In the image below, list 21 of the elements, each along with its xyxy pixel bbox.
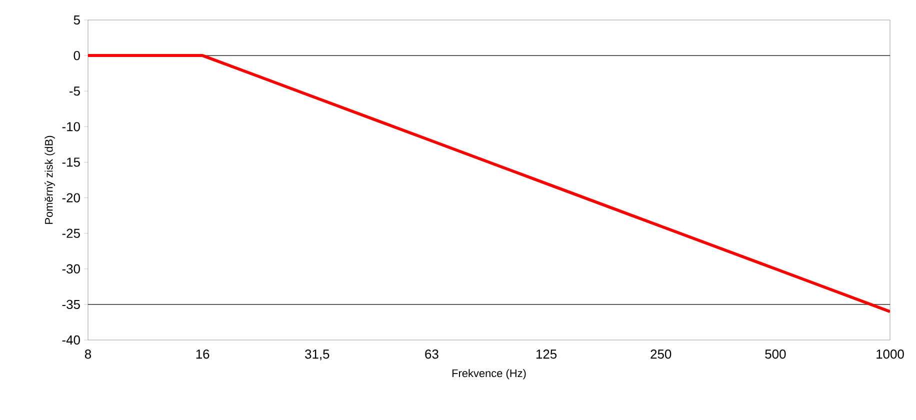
x-tick-label: 8: [84, 350, 92, 359]
y-tick-label: -25: [62, 228, 80, 238]
y-tick-label: -30: [62, 264, 80, 274]
x-tick-label: 125: [536, 350, 557, 359]
y-tick-label: -20: [62, 193, 80, 202]
x-tick-label: 31,5: [305, 350, 330, 360]
x-axis-title: Frekvence (Hz): [452, 369, 526, 380]
y-tick-label: -15: [62, 158, 80, 167]
y-tick-label: -10: [62, 122, 80, 132]
x-tick-label: 63: [425, 350, 438, 359]
y-tick-label: -5: [70, 86, 80, 96]
line-series: [88, 54, 890, 314]
y-axis-title: Poměrný zisk (dB): [44, 136, 55, 224]
y-tick-label: -35: [62, 300, 80, 310]
x-tick-label: 1000: [876, 350, 904, 359]
y-tick-label: 0: [74, 50, 80, 60]
x-tick-label: 16: [196, 350, 210, 359]
y-tick-label: 5: [74, 15, 80, 25]
x-tick-label: 500: [765, 350, 786, 359]
x-tick-label: 250: [650, 350, 672, 359]
y-tick-label: -40: [62, 335, 80, 345]
